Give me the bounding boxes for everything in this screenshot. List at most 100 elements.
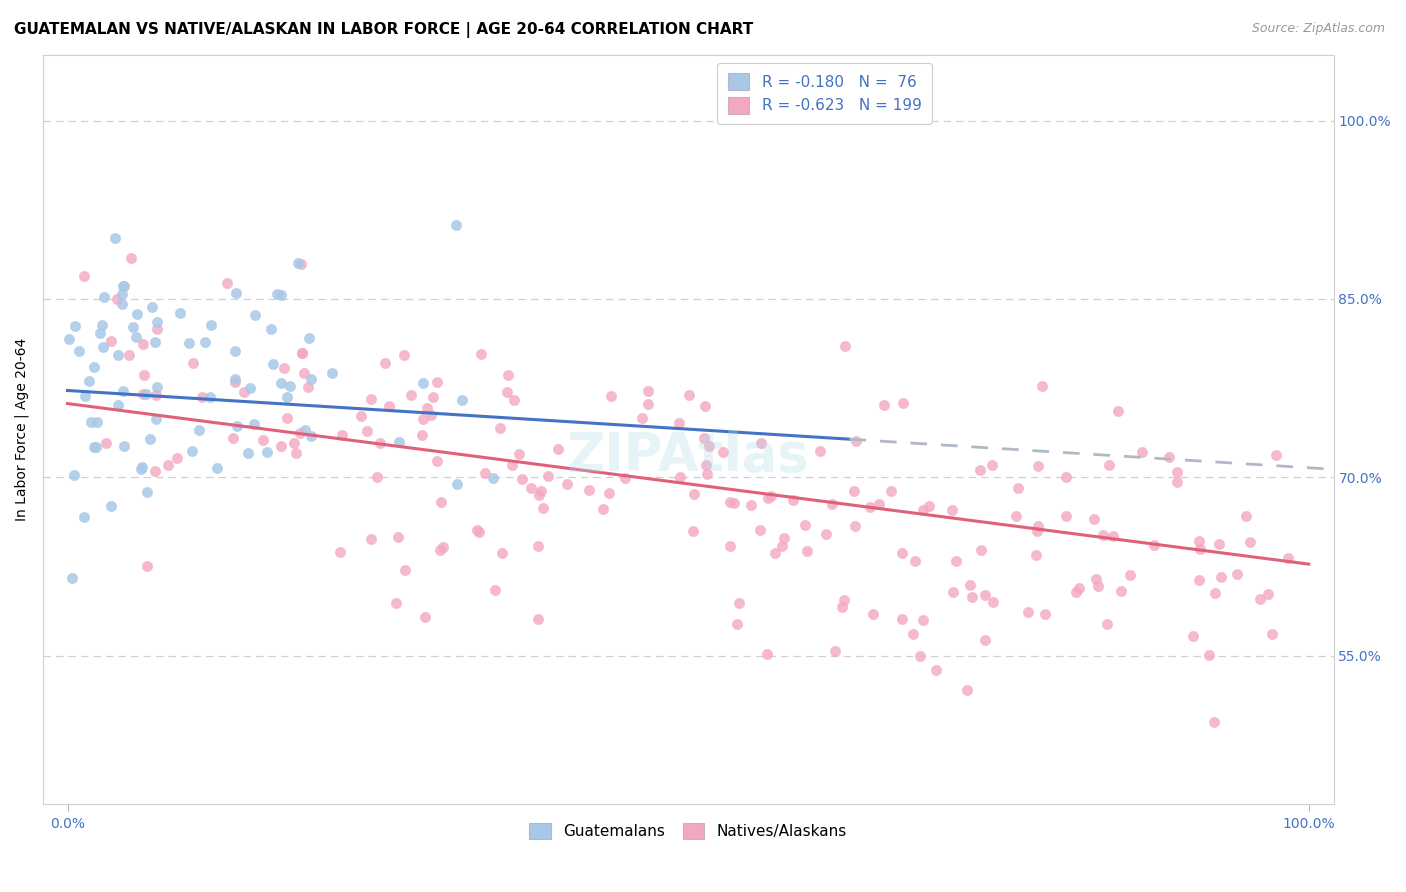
Point xyxy=(139,432,162,446)
Point xyxy=(794,517,817,532)
Point xyxy=(412,412,434,426)
Point xyxy=(678,388,700,402)
Point xyxy=(1166,475,1188,489)
Point xyxy=(299,372,322,386)
Point xyxy=(299,428,322,442)
Point xyxy=(77,374,100,388)
Point xyxy=(285,446,308,460)
Point xyxy=(695,458,717,472)
Point xyxy=(118,348,141,362)
Point xyxy=(782,493,804,508)
Point xyxy=(824,644,846,658)
Point xyxy=(194,335,217,350)
Point xyxy=(112,439,135,453)
Point xyxy=(683,487,706,501)
Point xyxy=(413,610,436,624)
Point xyxy=(918,499,941,513)
Point xyxy=(772,531,794,545)
Point xyxy=(891,612,914,626)
Point xyxy=(519,481,541,495)
Point xyxy=(1069,581,1091,595)
Point xyxy=(981,595,1004,609)
Point xyxy=(859,500,882,514)
Point xyxy=(945,553,967,567)
Point xyxy=(725,617,748,632)
Point xyxy=(1211,570,1233,584)
Point xyxy=(73,268,96,283)
Point xyxy=(699,439,721,453)
Point xyxy=(187,423,209,437)
Point xyxy=(1026,458,1049,473)
Point xyxy=(844,483,866,498)
Point xyxy=(416,401,439,415)
Point xyxy=(291,346,314,360)
Point xyxy=(191,390,214,404)
Point xyxy=(508,447,530,461)
Point xyxy=(1025,548,1047,562)
Point xyxy=(821,497,844,511)
Point xyxy=(1202,714,1225,729)
Point xyxy=(276,410,298,425)
Point xyxy=(262,357,284,371)
Point xyxy=(388,434,411,449)
Point xyxy=(141,300,163,314)
Point xyxy=(58,333,80,347)
Point xyxy=(796,543,818,558)
Point xyxy=(728,596,751,610)
Point xyxy=(83,359,105,374)
Point xyxy=(356,425,378,439)
Point xyxy=(94,435,117,450)
Point xyxy=(1265,448,1288,462)
Point xyxy=(592,502,614,516)
Point xyxy=(981,458,1004,472)
Point xyxy=(756,491,779,505)
Point xyxy=(1188,574,1211,588)
Point xyxy=(1189,541,1212,556)
Point xyxy=(832,593,855,607)
Point xyxy=(111,286,134,301)
Point xyxy=(959,578,981,592)
Point xyxy=(112,279,135,293)
Point xyxy=(226,419,249,434)
Point xyxy=(131,387,153,401)
Point xyxy=(834,339,856,353)
Point xyxy=(266,287,288,301)
Point xyxy=(290,346,312,360)
Point xyxy=(1182,629,1205,643)
Point xyxy=(378,399,401,413)
Point xyxy=(420,408,443,422)
Point xyxy=(1017,605,1039,619)
Point xyxy=(1188,534,1211,549)
Point xyxy=(740,499,762,513)
Point xyxy=(955,683,977,698)
Point xyxy=(387,529,409,543)
Point xyxy=(718,540,741,554)
Point xyxy=(578,483,600,498)
Point xyxy=(749,523,772,537)
Point xyxy=(1132,444,1154,458)
Point xyxy=(135,386,157,401)
Point xyxy=(718,494,741,508)
Point xyxy=(489,420,512,434)
Point xyxy=(446,476,468,491)
Point xyxy=(1277,551,1299,566)
Point xyxy=(614,471,637,485)
Point xyxy=(100,334,122,348)
Point xyxy=(693,432,716,446)
Point xyxy=(67,344,90,359)
Point xyxy=(1234,508,1257,523)
Point xyxy=(669,470,692,484)
Point xyxy=(908,649,931,664)
Point xyxy=(256,444,278,458)
Point xyxy=(1026,518,1049,533)
Point xyxy=(86,415,108,429)
Point xyxy=(122,320,145,334)
Point xyxy=(111,296,134,310)
Point xyxy=(104,231,127,245)
Point xyxy=(368,435,391,450)
Point xyxy=(177,335,200,350)
Point xyxy=(711,444,734,458)
Point xyxy=(468,524,491,539)
Point xyxy=(224,372,246,386)
Point xyxy=(696,467,718,481)
